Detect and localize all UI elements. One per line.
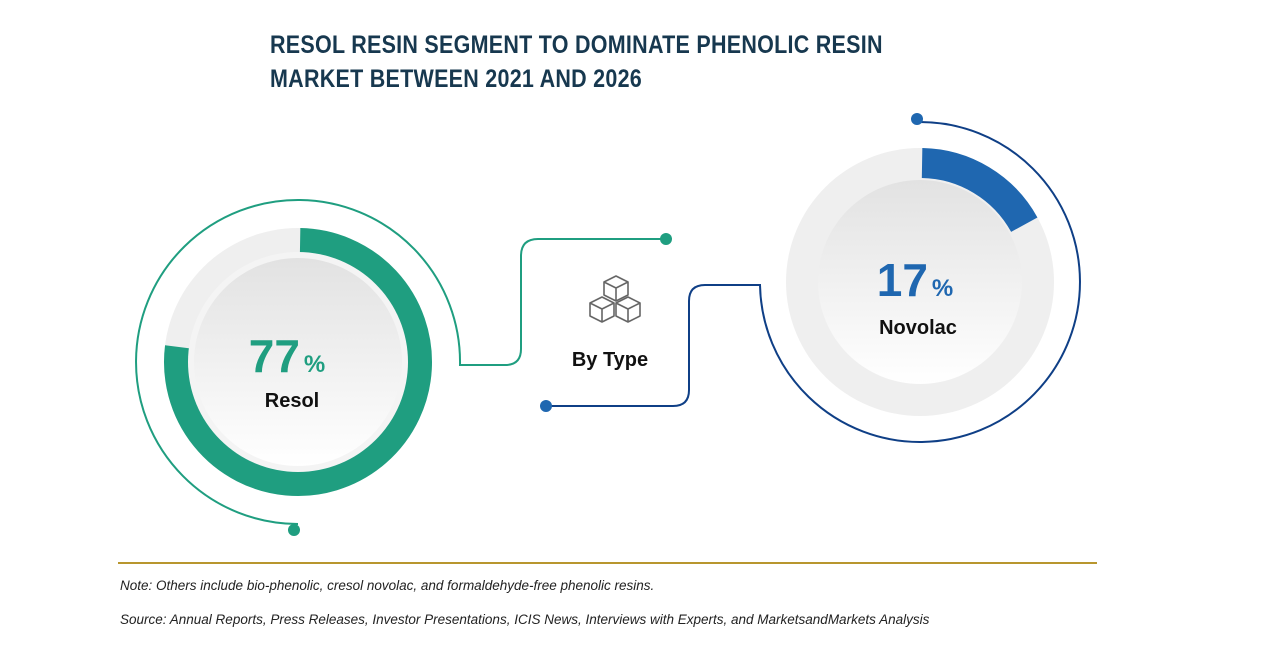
resol-connector-dot: [660, 233, 672, 245]
novolac-value: 17%: [877, 254, 954, 306]
resol-value: 77%: [249, 330, 326, 382]
resol-slice: [164, 228, 432, 496]
novolac-dot: [911, 113, 923, 125]
source-note: Source: Annual Reports, Press Releases, …: [120, 612, 930, 627]
novolac-disk: [818, 180, 1022, 384]
novolac-label: Novolac: [879, 317, 957, 339]
divider: [118, 562, 1097, 564]
novolac-slice: [921, 148, 1038, 233]
resol-disk: [194, 258, 402, 466]
resol-label: Resol: [265, 390, 319, 412]
novolac-connector-dot: [540, 400, 552, 412]
resol-connector-line: [135, 199, 666, 525]
resol-dot: [288, 524, 300, 536]
chart-title: RESOL RESIN SEGMENT TO DOMINATE PHENOLIC…: [270, 31, 883, 93]
center-label: By Type: [572, 349, 648, 371]
footnote: Note: Others include bio-phenolic, creso…: [120, 578, 655, 593]
cubes-icon: [589, 275, 641, 323]
novolac-connector-line: [546, 121, 1081, 443]
